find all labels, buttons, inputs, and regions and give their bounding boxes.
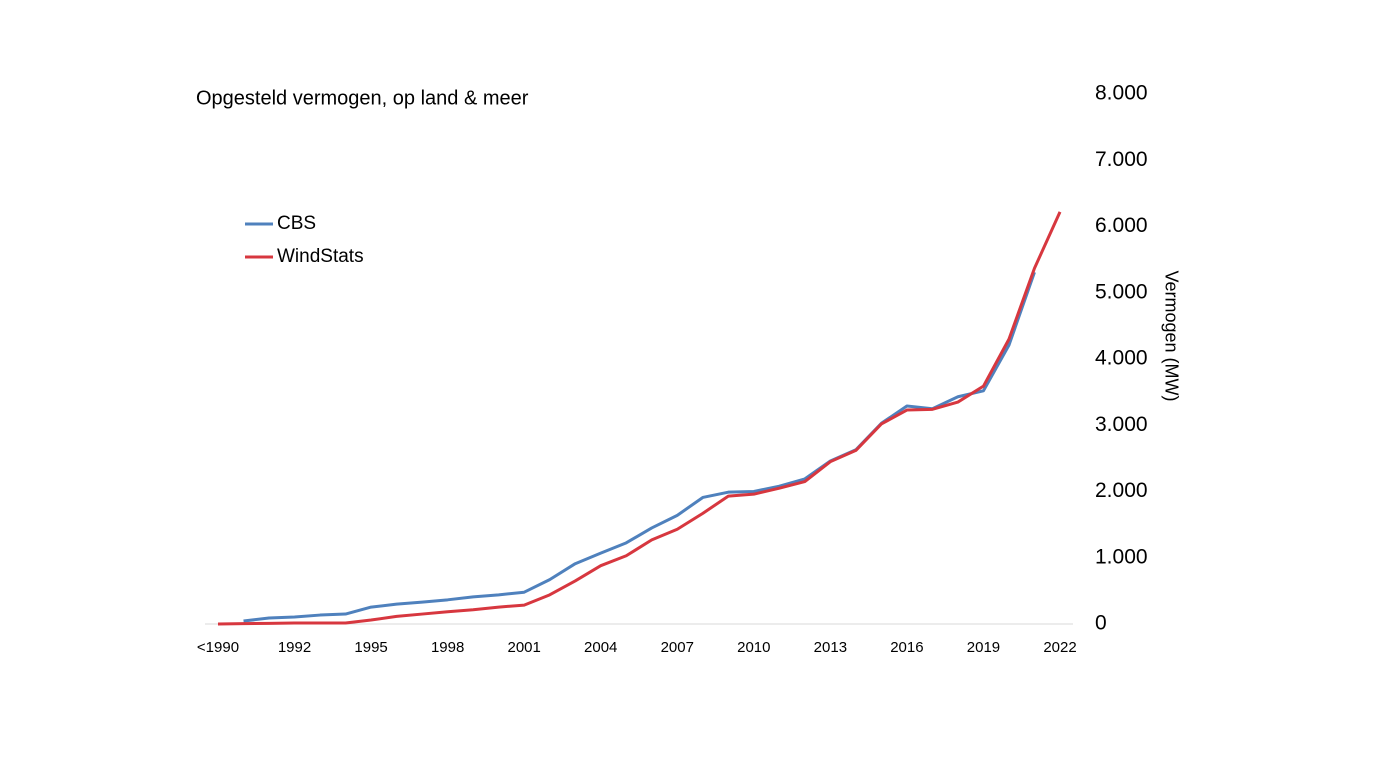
y-tick-label: 4.000 [1095,347,1148,370]
y-tick-label: 0 [1095,612,1107,635]
x-tick-label: 1992 [278,639,311,656]
y-tick-label: 5.000 [1095,280,1148,303]
y-tick-label: 1.000 [1095,545,1148,568]
y-axis-label: Vermogen (MW) [1161,270,1181,401]
y-tick-label: 2.000 [1095,479,1148,502]
x-tick-label: 2019 [967,639,1000,656]
y-tick-label: 6.000 [1095,214,1148,237]
chart-title: Opgesteld vermogen, op land & meer [196,87,529,109]
x-tick-label: 2013 [814,639,847,656]
x-tick-label: 2016 [890,639,923,656]
legend-label: CBS [277,213,316,234]
x-tick-label: 1995 [354,639,387,656]
x-tick-label: 2001 [507,639,540,656]
y-tick-label: 7.000 [1095,148,1148,171]
x-tick-label: 1998 [431,639,464,656]
x-tick-label: 2004 [584,639,617,656]
line-series [243,271,1036,623]
y-tick-label: 3.000 [1095,413,1148,436]
y-tick-label: 8.000 [1095,82,1148,105]
x-tick-label: <1990 [197,639,239,656]
x-tick-label: 2022 [1043,639,1076,656]
x-tick-label: 2007 [661,639,694,656]
x-tick-label: 2010 [737,639,770,656]
line-series [217,211,1062,626]
legend-label: WindStats [277,246,364,267]
